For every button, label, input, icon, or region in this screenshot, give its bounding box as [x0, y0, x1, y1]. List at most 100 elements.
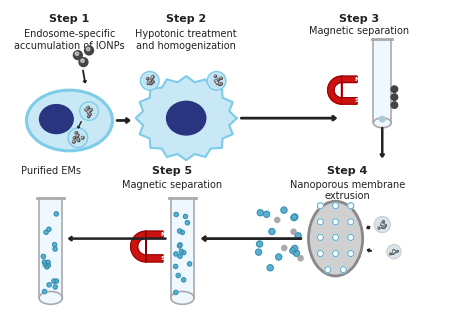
Circle shape: [381, 223, 383, 225]
Circle shape: [150, 83, 152, 85]
Circle shape: [152, 76, 153, 77]
Circle shape: [182, 278, 186, 282]
Circle shape: [149, 79, 152, 82]
Circle shape: [264, 211, 270, 217]
Circle shape: [219, 84, 221, 85]
Text: Purified EMs: Purified EMs: [21, 166, 81, 176]
Circle shape: [333, 203, 338, 209]
Circle shape: [383, 227, 385, 228]
Circle shape: [152, 76, 154, 78]
Text: S: S: [355, 98, 359, 103]
Circle shape: [274, 217, 280, 223]
Circle shape: [185, 221, 190, 225]
Circle shape: [73, 141, 74, 142]
Circle shape: [86, 109, 87, 110]
Circle shape: [216, 81, 218, 83]
Circle shape: [394, 251, 395, 252]
Circle shape: [173, 264, 178, 268]
Circle shape: [380, 116, 385, 122]
Circle shape: [217, 82, 218, 83]
Circle shape: [348, 203, 354, 209]
Circle shape: [150, 80, 151, 81]
Circle shape: [381, 224, 382, 225]
Circle shape: [290, 248, 296, 254]
Circle shape: [393, 250, 394, 251]
Circle shape: [88, 115, 90, 118]
Circle shape: [348, 251, 354, 256]
Circle shape: [220, 77, 222, 79]
Circle shape: [47, 283, 51, 287]
Circle shape: [276, 254, 282, 260]
Circle shape: [393, 251, 394, 252]
Circle shape: [73, 141, 74, 142]
Text: N: N: [160, 232, 165, 237]
Circle shape: [151, 78, 153, 80]
Circle shape: [76, 135, 78, 137]
Text: Magnetic separation: Magnetic separation: [309, 26, 409, 36]
Circle shape: [382, 223, 383, 225]
Circle shape: [142, 73, 158, 89]
Circle shape: [82, 137, 84, 139]
Circle shape: [82, 137, 83, 138]
Circle shape: [90, 109, 92, 111]
Polygon shape: [131, 231, 163, 262]
Circle shape: [220, 83, 221, 84]
Circle shape: [388, 246, 400, 258]
Circle shape: [44, 230, 48, 234]
Circle shape: [340, 266, 346, 273]
Text: Step 3: Step 3: [339, 15, 379, 24]
Circle shape: [393, 252, 394, 254]
Circle shape: [333, 219, 338, 225]
Bar: [39, 198, 63, 298]
Circle shape: [88, 112, 89, 113]
Circle shape: [178, 254, 182, 258]
Circle shape: [42, 260, 46, 264]
Circle shape: [391, 86, 398, 93]
Circle shape: [215, 80, 217, 82]
Circle shape: [318, 251, 323, 256]
Circle shape: [88, 111, 90, 113]
Circle shape: [45, 265, 49, 269]
Text: S: S: [161, 256, 165, 261]
Circle shape: [176, 273, 180, 278]
Circle shape: [74, 137, 75, 138]
Ellipse shape: [166, 101, 206, 135]
Circle shape: [89, 113, 91, 115]
Ellipse shape: [39, 292, 63, 304]
Circle shape: [378, 227, 379, 228]
Circle shape: [217, 82, 219, 84]
Circle shape: [75, 52, 79, 56]
Circle shape: [88, 111, 89, 112]
Circle shape: [214, 75, 217, 77]
Circle shape: [220, 83, 222, 85]
Text: Step 5: Step 5: [152, 166, 192, 176]
Circle shape: [178, 243, 182, 247]
Circle shape: [267, 265, 273, 271]
Circle shape: [292, 214, 298, 220]
Circle shape: [391, 102, 398, 108]
Circle shape: [77, 138, 79, 140]
Circle shape: [85, 109, 87, 111]
Circle shape: [207, 72, 226, 90]
Circle shape: [81, 59, 84, 62]
Circle shape: [173, 290, 178, 294]
Circle shape: [85, 46, 93, 55]
Bar: [171, 198, 194, 298]
Circle shape: [393, 251, 395, 253]
Circle shape: [88, 116, 89, 117]
Circle shape: [73, 140, 75, 143]
Circle shape: [177, 244, 182, 248]
Circle shape: [383, 221, 384, 222]
Text: Step 2: Step 2: [166, 15, 206, 24]
Circle shape: [53, 285, 57, 289]
Circle shape: [318, 234, 323, 240]
Ellipse shape: [27, 90, 112, 151]
Circle shape: [47, 227, 51, 231]
Circle shape: [281, 207, 287, 213]
Circle shape: [41, 254, 46, 258]
Circle shape: [55, 279, 58, 283]
Circle shape: [383, 224, 384, 226]
Circle shape: [73, 137, 76, 139]
Circle shape: [392, 253, 394, 254]
Circle shape: [151, 78, 152, 79]
